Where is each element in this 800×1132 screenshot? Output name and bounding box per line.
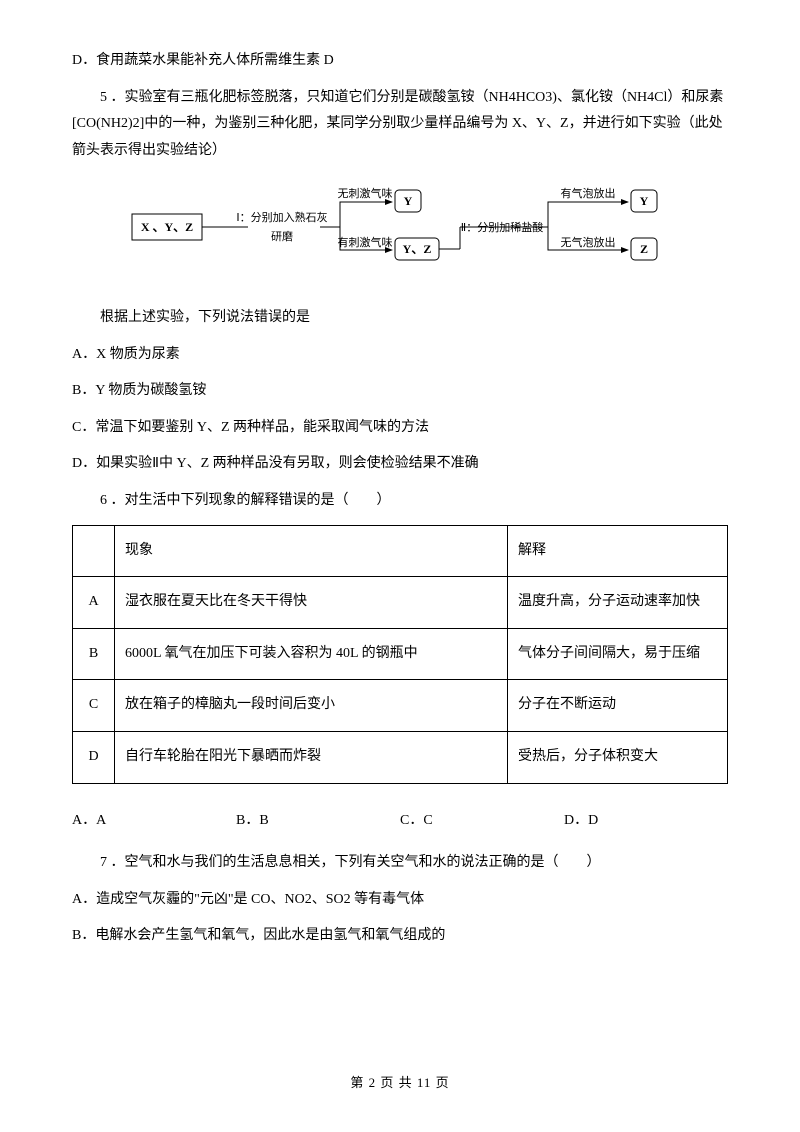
- no-odor: 无刺激气味: [338, 186, 393, 200]
- th-phenom: 现象: [115, 525, 508, 577]
- row-d-e: 受热后，分子体积变大: [508, 731, 728, 783]
- q5-opt-d: D．如果实验Ⅱ中 Y、Z 两种样品没有另取，则会使检验结果不准确: [72, 451, 728, 478]
- row-b-p: 6000L 氧气在加压下可装入容积为 40L 的钢瓶中: [115, 628, 508, 680]
- q5-diagram: X 、Y、Z Ⅰ：分别加入熟石灰 研磨 无刺激气味 有刺激气味 Y Y、Z Ⅱ：…: [72, 182, 728, 283]
- table-row: A 湿衣服在夏天比在冬天干得快 温度升高，分子运动速率加快: [73, 577, 728, 629]
- row-d-p: 自行车轮胎在阳光下暴晒而炸裂: [115, 731, 508, 783]
- box-yz: Y、Z: [403, 242, 432, 256]
- table-row: B 6000L 氧气在加压下可装入容积为 40L 的钢瓶中 气体分子间间隔大，易…: [73, 628, 728, 680]
- q6-choice-b: B．B: [236, 808, 400, 835]
- q6-choice-a: A．A: [72, 808, 236, 835]
- row-d-key: D: [73, 731, 115, 783]
- row-a-key: A: [73, 577, 115, 629]
- row-a-e: 温度升高，分子运动速率加快: [508, 577, 728, 629]
- row-b-key: B: [73, 628, 115, 680]
- prev-option-d: D．食用蔬菜水果能补充人体所需维生素 D: [72, 48, 728, 75]
- box-z: Z: [640, 242, 648, 256]
- odor: 有刺激气味: [338, 235, 393, 249]
- row-c-e: 分子在不断运动: [508, 680, 728, 732]
- table-row: C 放在箱子的樟脑丸一段时间后变小 分子在不断运动: [73, 680, 728, 732]
- step1-bot: 研磨: [271, 230, 293, 243]
- q5-stem: 5 ．实验室有三瓶化肥标签脱落，只知道它们分别是碳酸氢铵（NH4HCO3)、氯化…: [72, 85, 728, 165]
- q5-opt-a: A．X 物质为尿素: [72, 342, 728, 369]
- no-bubble: 无气泡放出: [561, 235, 616, 249]
- q7-stem: 7 ．空气和水与我们的生活息息相关，下列有关空气和水的说法正确的是（ ）: [72, 850, 728, 877]
- q6-choice-c: C．C: [400, 808, 564, 835]
- page-footer: 第 2 页 共 11 页: [0, 1071, 800, 1096]
- table-row: D 自行车轮胎在阳光下暴晒而炸裂 受热后，分子体积变大: [73, 731, 728, 783]
- row-a-p: 湿衣服在夏天比在冬天干得快: [115, 577, 508, 629]
- bubble: 有气泡放出: [561, 186, 616, 200]
- th-blank: [73, 525, 115, 577]
- box-y1: Y: [404, 194, 413, 208]
- q6-choices: A．A B．B C．C D．D: [72, 808, 728, 835]
- box-xyz: X 、Y、Z: [141, 220, 193, 234]
- row-b-e: 气体分子间间隔大，易于压缩: [508, 628, 728, 680]
- q5-opt-c: C．常温下如要鉴别 Y、Z 两种样品，能采取闻气味的方法: [72, 415, 728, 442]
- q5-lead: 根据上述实验，下列说法错误的是: [72, 305, 728, 332]
- q6-choice-d: D．D: [564, 808, 728, 835]
- q6-table: 现象 解释 A 湿衣服在夏天比在冬天干得快 温度升高，分子运动速率加快 B 60…: [72, 525, 728, 784]
- box-y2: Y: [640, 194, 649, 208]
- q5-opt-b: B．Y 物质为碳酸氢铵: [72, 378, 728, 405]
- row-c-key: C: [73, 680, 115, 732]
- q7-opt-a: A．造成空气灰霾的"元凶"是 CO、NO2、SO2 等有毒气体: [72, 887, 728, 914]
- step1-top: Ⅰ：分别加入熟石灰: [236, 210, 327, 224]
- q7-opt-b: B．电解水会产生氢气和氧气，因此水是由氢气和氧气组成的: [72, 923, 728, 950]
- row-c-p: 放在箱子的樟脑丸一段时间后变小: [115, 680, 508, 732]
- th-explain: 解释: [508, 525, 728, 577]
- q6-stem: 6 ．对生活中下列现象的解释错误的是（ ）: [72, 488, 728, 515]
